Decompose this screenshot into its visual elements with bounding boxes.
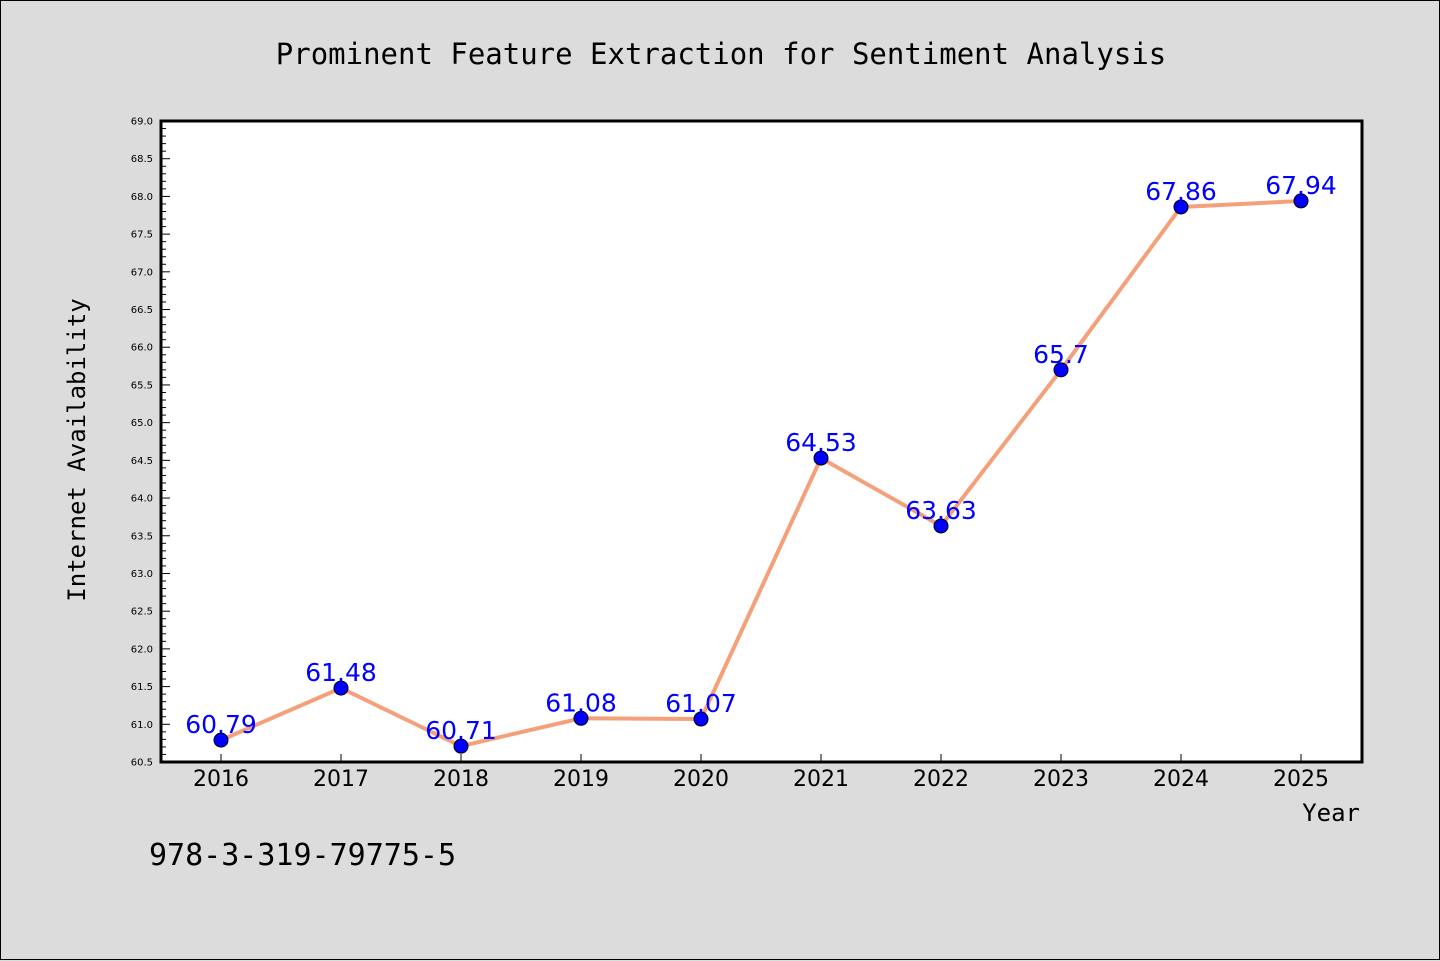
series-group: 60.79 61.48 60.71 61.08 61.07 64.53 63.63 65.7 6… bbox=[185, 171, 1337, 754]
isbn-annotation: 978-3-319-79775-5 bbox=[149, 838, 456, 873]
plot-area bbox=[159, 119, 1364, 764]
x-tick-label: 2021 bbox=[793, 767, 849, 792]
data-point bbox=[933, 518, 949, 534]
y-tick-label: 65.0 bbox=[131, 418, 153, 429]
y-tick-label: 66.5 bbox=[131, 305, 153, 316]
data-label: 67.94 bbox=[1265, 171, 1337, 200]
y-tick-label: 61.0 bbox=[131, 720, 153, 731]
x-tick-label: 2023 bbox=[1033, 767, 1089, 792]
data-point bbox=[573, 710, 589, 726]
data-point bbox=[453, 738, 469, 754]
data-point bbox=[1173, 199, 1189, 215]
y-tick-label: 68.0 bbox=[131, 192, 153, 203]
data-label: 67.86 bbox=[1145, 177, 1217, 206]
data-label: 61.48 bbox=[305, 658, 377, 687]
x-tick-label: 2017 bbox=[313, 767, 369, 792]
data-point bbox=[693, 711, 709, 727]
y-tick-label: 66.0 bbox=[131, 343, 153, 354]
data-label: 60.71 bbox=[425, 716, 497, 745]
x-tick-label: 2020 bbox=[673, 767, 729, 792]
data-point bbox=[1053, 362, 1069, 378]
x-tick-label: 2025 bbox=[1273, 767, 1329, 792]
y-tick-label: 64.0 bbox=[131, 494, 153, 505]
y-tick-label: 68.5 bbox=[131, 154, 153, 165]
series-line bbox=[220, 198, 1302, 749]
y-tick-label: 67.0 bbox=[131, 267, 153, 278]
y-tick-label: 60.5 bbox=[131, 758, 153, 769]
x-tick-label: 2024 bbox=[1153, 767, 1209, 792]
data-label: 64.53 bbox=[785, 428, 857, 457]
data-point bbox=[333, 680, 349, 696]
data-label: 63.63 bbox=[905, 496, 977, 525]
chart-title: Prominent Feature Extraction for Sentime… bbox=[276, 37, 1166, 71]
data-point bbox=[813, 450, 829, 466]
x-axis-label: Year bbox=[1302, 799, 1360, 827]
x-axis: 2016 2017 2018 2019 2020 2021 2022 2023 2024 2025 bbox=[193, 754, 1329, 792]
y-axis-label: Internet Availability bbox=[63, 298, 91, 601]
data-label: 61.08 bbox=[545, 688, 617, 717]
y-tick-label: 63.5 bbox=[131, 531, 153, 542]
y-tick-label: 62.5 bbox=[131, 607, 153, 618]
x-tick-label: 2022 bbox=[913, 767, 969, 792]
x-tick-label: 2019 bbox=[553, 767, 609, 792]
data-point bbox=[213, 732, 229, 748]
y-tick-label: 63.0 bbox=[131, 569, 153, 580]
y-tick-label: 61.5 bbox=[131, 682, 153, 693]
data-label: 65.7 bbox=[1033, 340, 1089, 369]
data-label: 61.07 bbox=[665, 689, 737, 718]
y-tick-label: 64.5 bbox=[131, 456, 153, 467]
x-tick-label: 2018 bbox=[433, 767, 489, 792]
y-tick-label: 62.0 bbox=[131, 644, 153, 655]
y-axis: 60.5 61.0 61.5 62.0 62.5 63.0 63.5 64.0 64.5 65.0… bbox=[131, 117, 170, 769]
y-tick-label: 67.5 bbox=[131, 230, 153, 241]
y-tick-label: 65.5 bbox=[131, 380, 153, 391]
y-tick-label: 69.0 bbox=[131, 117, 153, 128]
data-label: 60.79 bbox=[185, 710, 257, 739]
x-tick-label: 2016 bbox=[193, 767, 249, 792]
data-point bbox=[1293, 193, 1309, 209]
